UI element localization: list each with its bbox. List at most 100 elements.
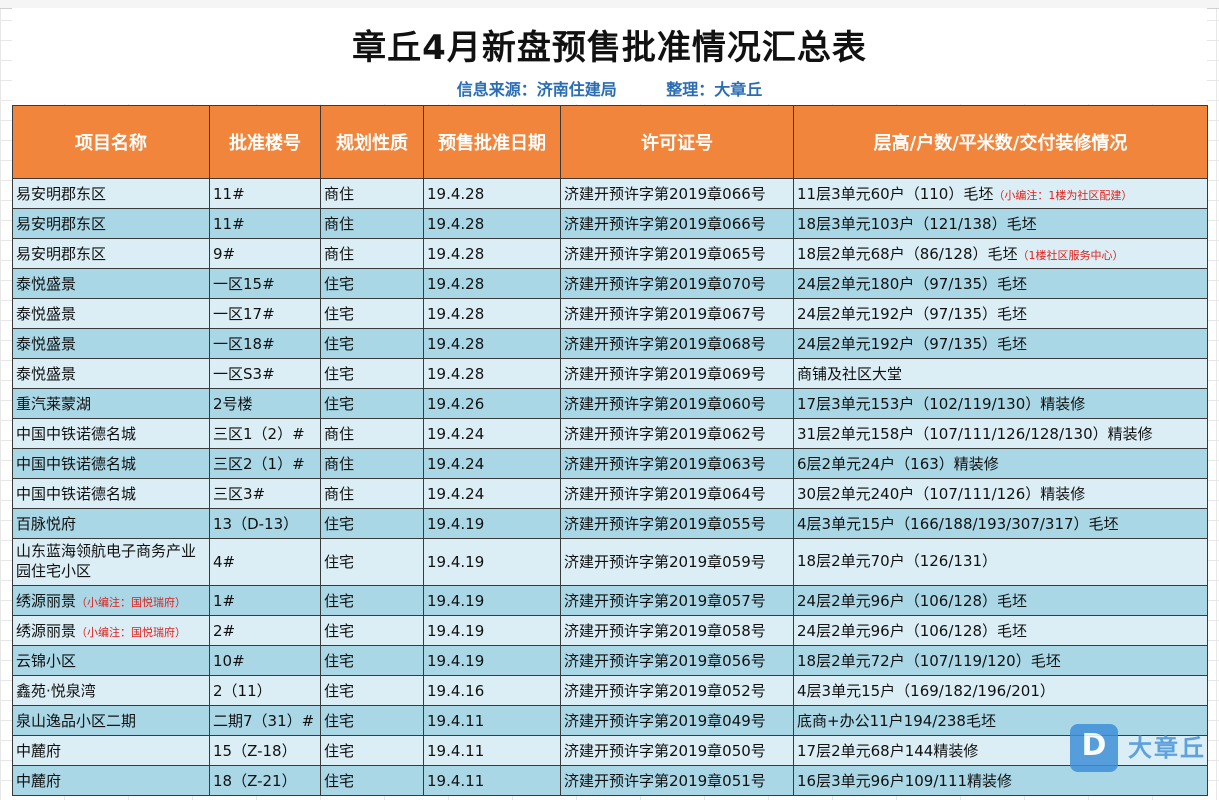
cell-date[interactable]: 19.4.24 [423, 448, 561, 479]
cell-building[interactable]: 一区18# [209, 328, 321, 359]
cell-building[interactable]: 2（11） [209, 675, 321, 706]
cell-detail[interactable]: 18层2单元68户（86/128）毛坯（1楼社区服务中心） [793, 238, 1208, 269]
cell-permit[interactable]: 济建开预许字第2019章059号 [560, 538, 794, 586]
cell-date[interactable]: 19.4.19 [423, 508, 561, 539]
header-usage[interactable]: 规划性质 [320, 105, 424, 179]
cell-permit[interactable]: 济建开预许字第2019章070号 [560, 268, 794, 299]
cell-project-name[interactable]: 中国中铁诺德名城 [12, 448, 210, 479]
cell-permit[interactable]: 济建开预许字第2019章052号 [560, 675, 794, 706]
cell-project-name[interactable]: 泉山逸品小区二期 [12, 705, 210, 736]
cell-building[interactable]: 二期7（31）# [209, 705, 321, 736]
cell-usage[interactable]: 住宅 [320, 615, 424, 646]
cell-detail[interactable]: 24层2单元192户（97/135）毛坯 [793, 328, 1208, 359]
cell-usage[interactable]: 商住 [320, 448, 424, 479]
cell-date[interactable]: 19.4.11 [423, 735, 561, 766]
cell-permit[interactable]: 济建开预许字第2019章055号 [560, 508, 794, 539]
cell-permit[interactable]: 济建开预许字第2019章069号 [560, 358, 794, 389]
cell-detail[interactable]: 24层2单元96户（106/128）毛坯 [793, 585, 1208, 616]
cell-building[interactable]: 13（D-13） [209, 508, 321, 539]
cell-detail[interactable]: 18层2单元70户（126/131） [793, 538, 1208, 586]
cell-detail[interactable]: 18层3单元103户（121/138）毛坯 [793, 208, 1208, 239]
cell-building[interactable]: 一区17# [209, 298, 321, 329]
cell-date[interactable]: 19.4.28 [423, 178, 561, 209]
cell-project-name[interactable]: 中麓府 [12, 765, 210, 796]
header-date[interactable]: 预售批准日期 [423, 105, 561, 179]
cell-building[interactable]: 11# [209, 208, 321, 239]
cell-permit[interactable]: 济建开预许字第2019章066号 [560, 208, 794, 239]
cell-detail[interactable]: 18层2单元72户（107/119/120）毛坯 [793, 645, 1208, 676]
cell-usage[interactable]: 住宅 [320, 735, 424, 766]
header-detail[interactable]: 层高/户数/平米数/交付装修情况 [793, 105, 1208, 179]
cell-date[interactable]: 19.4.24 [423, 418, 561, 449]
sheet-title[interactable]: 章丘4月新盘预售批准情况汇总表 [352, 28, 867, 68]
cell-project-name[interactable]: 绣源丽景（小编注：国悦瑞府） [12, 585, 210, 616]
cell-date[interactable]: 19.4.11 [423, 765, 561, 796]
cell-date[interactable]: 19.4.11 [423, 705, 561, 736]
cell-detail[interactable]: 31层2单元158户（107/111/126/128/130）精装修 [793, 418, 1208, 449]
source-editor[interactable]: 整理：大章丘 [666, 80, 763, 99]
cell-building[interactable]: 11# [209, 178, 321, 209]
cell-project-name[interactable]: 中国中铁诺德名城 [12, 418, 210, 449]
cell-usage[interactable]: 住宅 [320, 585, 424, 616]
cell-project-name[interactable]: 中麓府 [12, 735, 210, 766]
cell-date[interactable]: 19.4.26 [423, 388, 561, 419]
cell-detail[interactable]: 30层2单元240户（107/111/126）精装修 [793, 478, 1208, 509]
cell-building[interactable]: 2# [209, 615, 321, 646]
cell-detail[interactable]: 24层2单元192户（97/135）毛坯 [793, 298, 1208, 329]
cell-usage[interactable]: 住宅 [320, 765, 424, 796]
cell-detail[interactable]: 24层2单元96户（106/128）毛坯 [793, 615, 1208, 646]
cell-usage[interactable]: 商住 [320, 178, 424, 209]
cell-date[interactable]: 19.4.19 [423, 538, 561, 586]
cell-project-name[interactable]: 泰悦盛景 [12, 358, 210, 389]
cell-building[interactable]: 4# [209, 538, 321, 586]
cell-building[interactable]: 三区3# [209, 478, 321, 509]
cell-detail[interactable]: 16层3单元96户109/111精装修 [793, 765, 1208, 796]
cell-building[interactable]: 9# [209, 238, 321, 269]
cell-project-name[interactable]: 易安明郡东区 [12, 178, 210, 209]
cell-permit[interactable]: 济建开预许字第2019章064号 [560, 478, 794, 509]
cell-project-name[interactable]: 云锦小区 [12, 645, 210, 676]
cell-usage[interactable]: 住宅 [320, 388, 424, 419]
cell-project-name[interactable]: 山东蓝海领航电子商务产业园住宅小区 [12, 538, 210, 586]
cell-usage[interactable]: 住宅 [320, 358, 424, 389]
cell-building[interactable]: 2号楼 [209, 388, 321, 419]
cell-detail[interactable]: 11层3单元60户（110）毛坯（小编注：1楼为社区配建） [793, 178, 1208, 209]
cell-usage[interactable]: 商住 [320, 418, 424, 449]
cell-usage[interactable]: 住宅 [320, 328, 424, 359]
source-info[interactable]: 信息来源：济南住建局 [456, 80, 617, 99]
cell-project-name[interactable]: 中国中铁诺德名城 [12, 478, 210, 509]
cell-detail[interactable]: 4层3单元15户（166/188/193/307/317）毛坯 [793, 508, 1208, 539]
cell-date[interactable]: 19.4.19 [423, 585, 561, 616]
cell-date[interactable]: 19.4.19 [423, 645, 561, 676]
cell-building[interactable]: 三区1（2）# [209, 418, 321, 449]
cell-usage[interactable]: 商住 [320, 208, 424, 239]
cell-project-name[interactable]: 泰悦盛景 [12, 298, 210, 329]
cell-date[interactable]: 19.4.28 [423, 238, 561, 269]
cell-building[interactable]: 三区2（1）# [209, 448, 321, 479]
cell-usage[interactable]: 住宅 [320, 508, 424, 539]
cell-usage[interactable]: 住宅 [320, 538, 424, 586]
cell-date[interactable]: 19.4.28 [423, 208, 561, 239]
cell-usage[interactable]: 商住 [320, 238, 424, 269]
cell-permit[interactable]: 济建开预许字第2019章056号 [560, 645, 794, 676]
cell-date[interactable]: 19.4.16 [423, 675, 561, 706]
cell-detail[interactable]: 商铺及社区大堂 [793, 358, 1208, 389]
cell-usage[interactable]: 住宅 [320, 268, 424, 299]
cell-building[interactable]: 1# [209, 585, 321, 616]
cell-permit[interactable]: 济建开预许字第2019章067号 [560, 298, 794, 329]
cell-building[interactable]: 一区15# [209, 268, 321, 299]
cell-detail[interactable]: 4层3单元15户（169/182/196/201） [793, 675, 1208, 706]
cell-project-name[interactable]: 易安明郡东区 [12, 238, 210, 269]
cell-date[interactable]: 19.4.28 [423, 358, 561, 389]
cell-permit[interactable]: 济建开预许字第2019章066号 [560, 178, 794, 209]
header-building[interactable]: 批准楼号 [209, 105, 321, 179]
cell-project-name[interactable]: 泰悦盛景 [12, 328, 210, 359]
cell-usage[interactable]: 住宅 [320, 705, 424, 736]
cell-project-name[interactable]: 易安明郡东区 [12, 208, 210, 239]
cell-permit[interactable]: 济建开预许字第2019章068号 [560, 328, 794, 359]
cell-permit[interactable]: 济建开预许字第2019章063号 [560, 448, 794, 479]
cell-project-name[interactable]: 百脉悦府 [12, 508, 210, 539]
cell-usage[interactable]: 住宅 [320, 645, 424, 676]
cell-date[interactable]: 19.4.28 [423, 298, 561, 329]
cell-date[interactable]: 19.4.24 [423, 478, 561, 509]
